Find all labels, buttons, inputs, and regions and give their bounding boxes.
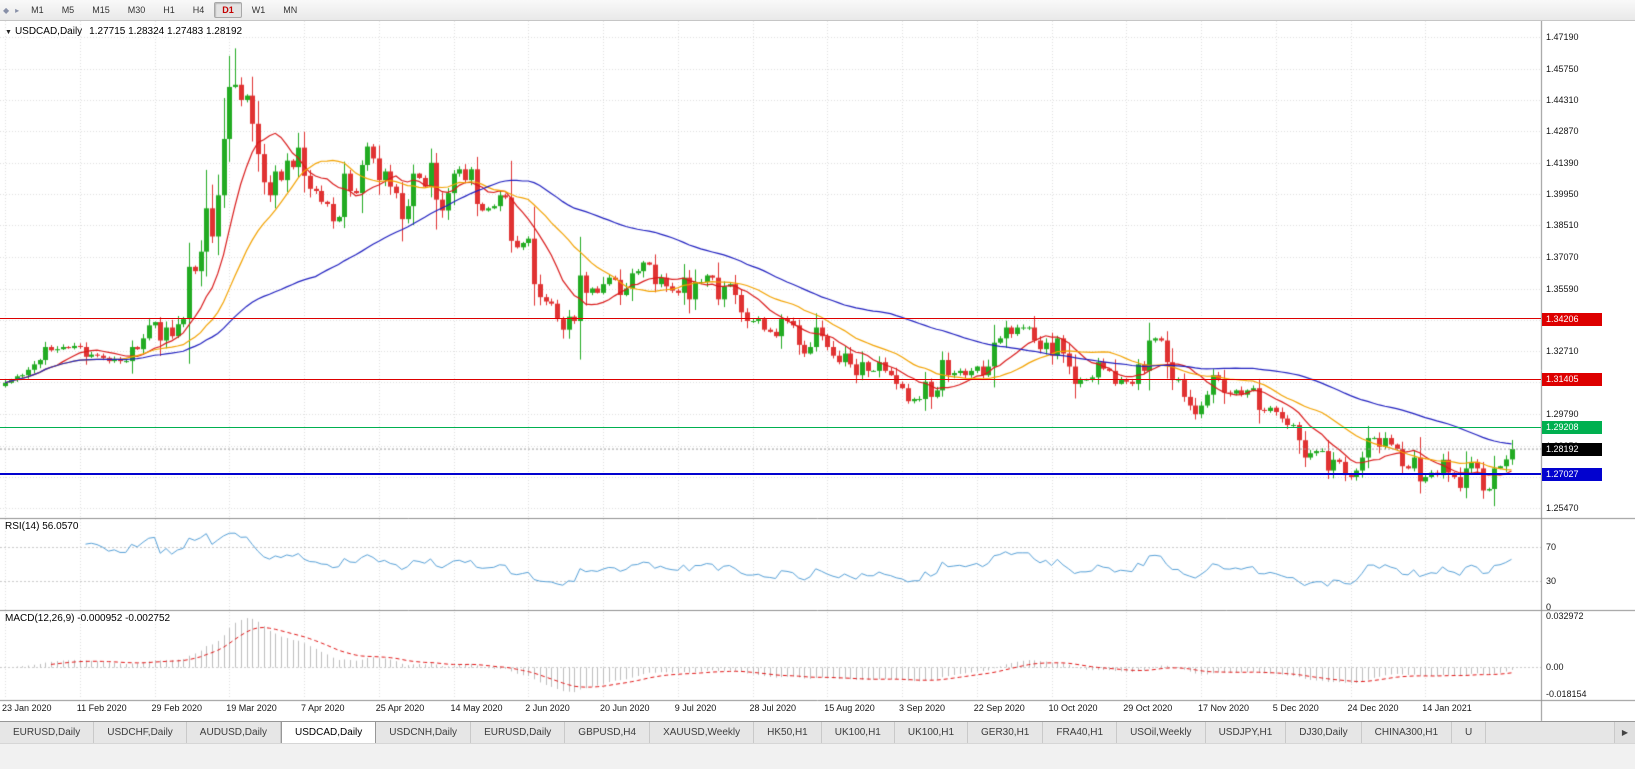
date-label: 22 Sep 2020 bbox=[973, 703, 1025, 713]
timeframe-button-m1[interactable]: M1 bbox=[31, 5, 44, 15]
horizontal-line-1.27027[interactable] bbox=[0, 473, 1541, 476]
timeframe-toolbar: ◆ ▸ M1 M5 M15 M30 H1 H4 D1 W1 MN bbox=[0, 0, 1635, 21]
price-tick-label: 1.41390 bbox=[1546, 158, 1579, 168]
timeframe-button-h1[interactable]: H1 bbox=[163, 5, 175, 15]
window-bottom-edge bbox=[0, 743, 1635, 769]
chart-ohlc-values: 1.27715 1.28324 1.27483 1.28192 bbox=[89, 26, 243, 37]
date-label: 9 Jul 2020 bbox=[674, 703, 717, 713]
toolbar-more-icon[interactable]: ▸ bbox=[15, 5, 20, 15]
chart-symbol-label: USDCAD,Daily bbox=[14, 26, 83, 37]
price-tick-label: 1.39950 bbox=[1546, 189, 1579, 200]
date-label: 19 Mar 2020 bbox=[226, 703, 277, 713]
price-level-tag: 1.27027 bbox=[1542, 468, 1602, 482]
current-price-tag: 1.28192 bbox=[1542, 443, 1602, 457]
chart-tab-fra40-h1[interactable]: FRA40,H1 bbox=[1043, 722, 1118, 743]
toolbar-handle-icon: ◆ bbox=[3, 5, 10, 15]
timeframe-button-mn[interactable]: MN bbox=[283, 5, 298, 15]
timeframe-button-m5[interactable]: M5 bbox=[61, 5, 75, 15]
chart-tab-bar: EURUSD,Daily USDCHF,Daily AUDUSD,Daily USDC… bbox=[0, 721, 1635, 743]
price-tick-label: 1.32710 bbox=[1546, 346, 1579, 357]
rsi-name: RSI(14) bbox=[5, 521, 40, 532]
timeframe-button-m30[interactable]: M30 bbox=[127, 5, 146, 15]
chart-tab-uk100-h1[interactable]: UK100,H1 bbox=[894, 722, 969, 743]
date-label: 28 Jul 2020 bbox=[749, 703, 797, 713]
date-label: 29 Feb 2020 bbox=[151, 703, 203, 713]
chart-dropdown-icon[interactable]: ▼ bbox=[5, 29, 12, 36]
horizontal-line-1.31405[interactable] bbox=[0, 378, 1541, 380]
chart-tab-audusd-daily[interactable]: AUDUSD,Daily bbox=[186, 722, 282, 743]
chart-tab-xauusd-weekly[interactable]: XAUUSD,Weekly bbox=[650, 722, 755, 743]
timeframe-button-m15[interactable]: M15 bbox=[92, 5, 110, 15]
chart-tab-usdcad-daily[interactable]: USDCAD,Daily bbox=[281, 722, 377, 743]
price-tick-label: 1.44310 bbox=[1546, 94, 1579, 105]
price-tick-label: 1.25470 bbox=[1546, 503, 1579, 514]
macd-scale-label: 0.032972 bbox=[1546, 611, 1584, 621]
chart-tab-eurusd-daily[interactable]: EURUSD,Daily bbox=[471, 722, 566, 743]
price-level-tag: 1.34206 bbox=[1542, 312, 1602, 326]
macd-indicator-label: MACD(12,26,9) -0.000952 -0.002752 bbox=[5, 613, 170, 624]
date-label: 29 Oct 2020 bbox=[1123, 703, 1173, 713]
horizontal-line-1.29208[interactable] bbox=[0, 426, 1541, 428]
chart-tab-usoil-weekly[interactable]: USOil,Weekly bbox=[1117, 722, 1206, 743]
tab-scroll-right-button[interactable]: ▶ bbox=[1614, 722, 1635, 743]
macd-name: MACD(12,26,9) bbox=[5, 613, 75, 624]
price-tick-label: 1.29790 bbox=[1546, 409, 1579, 420]
timeframe-button-d1[interactable]: D1 bbox=[214, 2, 242, 18]
chart-tab-china300-h1[interactable]: CHINA300,H1 bbox=[1361, 722, 1453, 743]
chart-tab-eurusd-daily[interactable]: EURUSD,Daily bbox=[0, 722, 95, 743]
macd-scale-label: -0.018154 bbox=[1546, 689, 1587, 699]
price-tick-label: 1.45750 bbox=[1546, 63, 1579, 74]
price-level-tag: 1.29208 bbox=[1542, 421, 1602, 435]
rsi-value: 56.0570 bbox=[42, 521, 79, 532]
timeframe-button-w1[interactable]: W1 bbox=[251, 5, 266, 15]
chart-tab-ger30-h1[interactable]: GER30,H1 bbox=[968, 722, 1044, 743]
rsi-level-label: 70 bbox=[1546, 541, 1557, 552]
date-label: 14 May 2020 bbox=[450, 703, 503, 713]
date-label: 17 Nov 2020 bbox=[1198, 703, 1250, 713]
date-label: 25 Apr 2020 bbox=[375, 703, 425, 713]
chart-tab-usdcnh-daily[interactable]: USDCNH,Daily bbox=[376, 722, 472, 743]
chart-tab-usdchf-daily[interactable]: USDCHF,Daily bbox=[94, 722, 187, 743]
price-tick-label: 1.35590 bbox=[1546, 283, 1579, 294]
price-tick-label: 1.38510 bbox=[1546, 220, 1579, 231]
chart-tab-gbpusd-h4[interactable]: GBPUSD,H4 bbox=[565, 722, 651, 743]
date-label: 15 Aug 2020 bbox=[824, 703, 875, 713]
chart-tabs: EURUSD,Daily USDCHF,Daily AUDUSD,Daily USDC… bbox=[0, 722, 1614, 743]
chart-tab-u[interactable]: U bbox=[1452, 722, 1487, 743]
timeframe-button-h4[interactable]: H4 bbox=[192, 5, 205, 15]
date-label: 24 Dec 2020 bbox=[1347, 703, 1399, 713]
date-label: 20 Jun 2020 bbox=[600, 703, 650, 713]
chart-tab-usdjpy-h1[interactable]: USDJPY,H1 bbox=[1205, 722, 1287, 743]
date-label: 5 Dec 2020 bbox=[1272, 703, 1319, 713]
chart-title: ▼ USDCAD,Daily 1.27715 1.28324 1.27483 1.2… bbox=[5, 26, 242, 37]
chart-tab-hk50-h1[interactable]: HK50,H1 bbox=[754, 722, 822, 743]
timeframe-buttons: M1 M5 M15 M30 H1 H4 D1 W1 MN bbox=[22, 2, 306, 18]
date-label: 23 Jan 2020 bbox=[2, 703, 52, 713]
chart-tab-uk100-h1[interactable]: UK100,H1 bbox=[821, 722, 895, 743]
price-tick-label: 1.42870 bbox=[1546, 125, 1579, 136]
date-label: 2 Jun 2020 bbox=[525, 703, 570, 713]
macd-value: -0.000952 -0.002752 bbox=[77, 613, 171, 624]
date-label: 14 Jan 2021 bbox=[1422, 703, 1472, 713]
macd-scale-label: 0.00 bbox=[1546, 661, 1564, 672]
chart-tab-dj30-daily[interactable]: DJ30,Daily bbox=[1286, 722, 1362, 743]
rsi-level-label: 0 bbox=[1546, 602, 1552, 612]
price-tick-label: 1.47190 bbox=[1546, 32, 1579, 43]
rsi-indicator-label: RSI(14) 56.0570 bbox=[5, 521, 78, 532]
horizontal-line-1.34206[interactable] bbox=[0, 318, 1541, 320]
date-label: 3 Sep 2020 bbox=[899, 703, 946, 713]
date-label: 7 Apr 2020 bbox=[301, 703, 345, 713]
price-level-tag: 1.31405 bbox=[1542, 373, 1602, 387]
rsi-level-label: 30 bbox=[1546, 576, 1557, 587]
date-label: 10 Oct 2020 bbox=[1048, 703, 1098, 713]
date-label: 11 Feb 2020 bbox=[76, 703, 127, 713]
price-tick-label: 1.37070 bbox=[1546, 251, 1579, 262]
